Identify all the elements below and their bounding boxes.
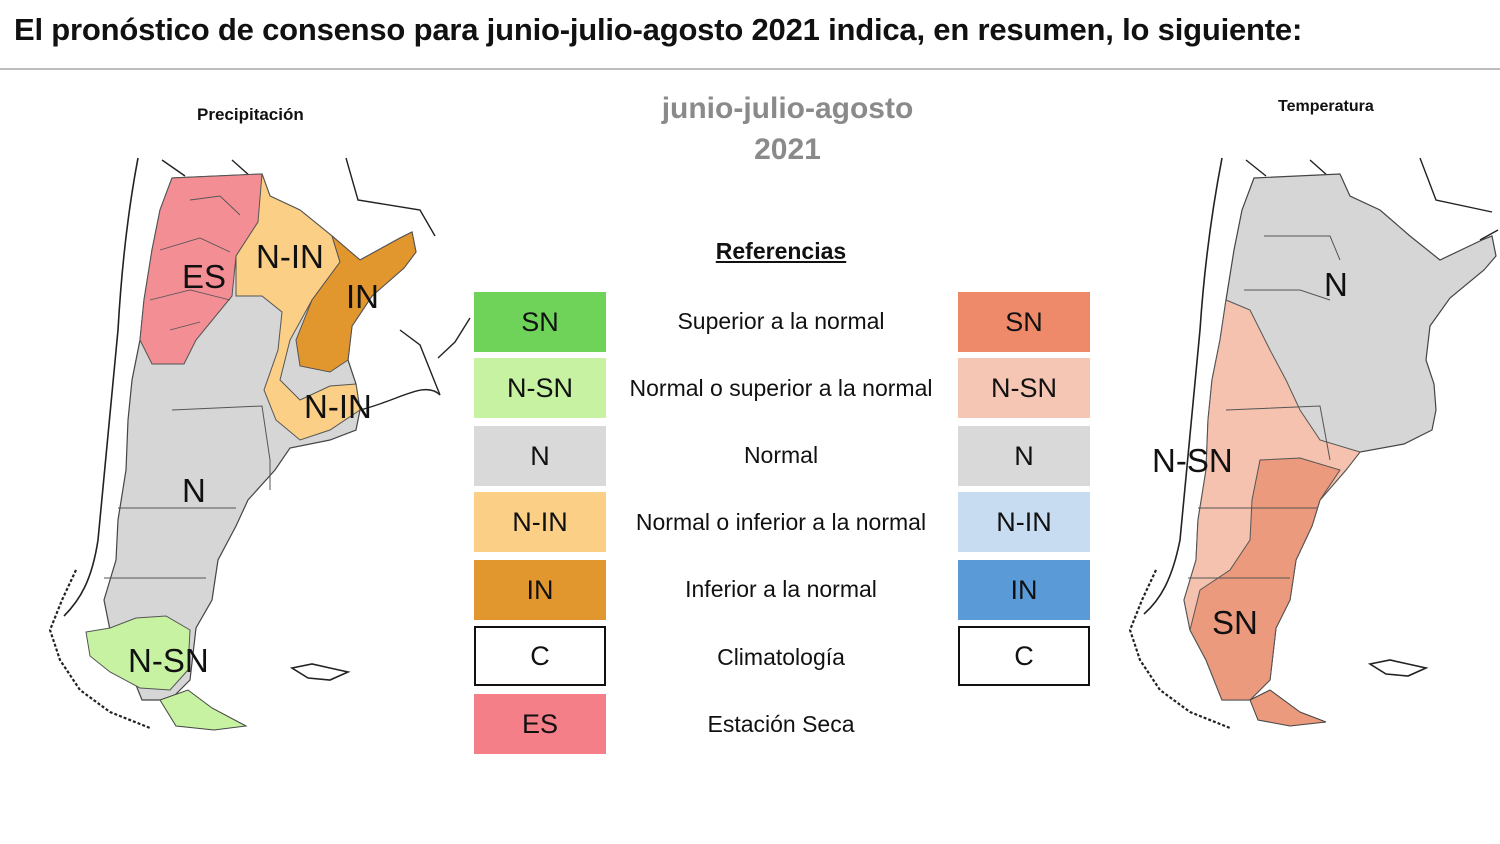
legend-label-n-in: Normal o inferior a la normal (635, 509, 927, 535)
temp-label-n: N (1324, 266, 1348, 303)
legend-label-n-sn: Normal o superior a la normal (629, 375, 933, 401)
temp-swatch-in: IN (958, 560, 1090, 620)
chile-south-islands (48, 569, 151, 730)
province-lines-nw (149, 195, 241, 331)
chile-coast-line (1143, 157, 1223, 615)
temp-swatch-n: N (958, 426, 1090, 486)
temp-swatch-sn: SN (958, 292, 1090, 352)
legend-label-n: Normal (743, 442, 819, 468)
temperature-map: N N-SN SN (1128, 157, 1499, 730)
precipitation-map-title: Precipitación (197, 105, 304, 124)
precip-swatch-n: N (474, 426, 606, 486)
period-months: junio-julio-agosto (661, 92, 914, 125)
temp-swatch-n-sn: N-SN (958, 358, 1090, 418)
province-lines (1188, 235, 1341, 579)
border-lines-east (399, 317, 471, 396)
below-normal-region (295, 231, 417, 373)
page-title: El pronóstico de consenso para junio-jul… (14, 12, 1303, 47)
page-header: El pronóstico de consenso para junio-jul… (0, 0, 1500, 70)
legend-title: Referencias (715, 238, 847, 264)
border-lines-north (161, 157, 436, 237)
temp-label-sn: SN (1212, 604, 1258, 641)
precip-label-n-in-north: N-IN (256, 238, 324, 275)
normal-or-above-region (85, 615, 191, 691)
chile-coast-line (63, 157, 139, 617)
tierra-del-fuego-region (1249, 689, 1327, 727)
precip-swatch-sn: SN (474, 292, 606, 352)
precip-swatch-in: IN (474, 560, 606, 620)
period-year: 2021 (754, 133, 821, 166)
temp-swatch-c: C (958, 626, 1090, 686)
chile-south-islands (1128, 569, 1231, 730)
border-lines-north (1245, 157, 1499, 241)
legend-label-es: Estación Seca (707, 711, 855, 737)
precip-swatch-c: C (474, 626, 606, 686)
temp-label-n-sn: N-SN (1152, 442, 1233, 479)
malvinas-islands (1367, 659, 1429, 677)
legend-label-in: Inferior a la normal (685, 576, 877, 602)
legend-label-c: Climatología (717, 644, 845, 670)
tierra-del-fuego-region (159, 689, 248, 731)
precip-swatch-es: ES (474, 694, 606, 754)
forecast-period: junio-julio-agosto 2021 (640, 88, 935, 170)
precipitation-map: ES N-IN IN N-IN N N-SN (48, 157, 471, 731)
precip-label-n-in-south: N-IN (304, 388, 372, 425)
above-normal-region (1189, 457, 1341, 701)
precip-label-in: IN (346, 278, 379, 315)
precip-label-es: ES (182, 258, 226, 295)
precip-swatch-n-in: N-IN (474, 492, 606, 552)
uruguay-line (359, 389, 441, 411)
legend-label-sn: Superior a la normal (677, 308, 885, 334)
temperature-map-title: Temperatura (1278, 98, 1374, 115)
precip-swatch-n-sn: N-SN (474, 358, 606, 418)
malvinas-islands (289, 663, 351, 681)
temp-swatch-n-in: N-IN (958, 492, 1090, 552)
precip-label-n-sn: N-SN (128, 642, 209, 679)
precip-label-n: N (182, 472, 206, 509)
province-lines-center (104, 405, 271, 579)
